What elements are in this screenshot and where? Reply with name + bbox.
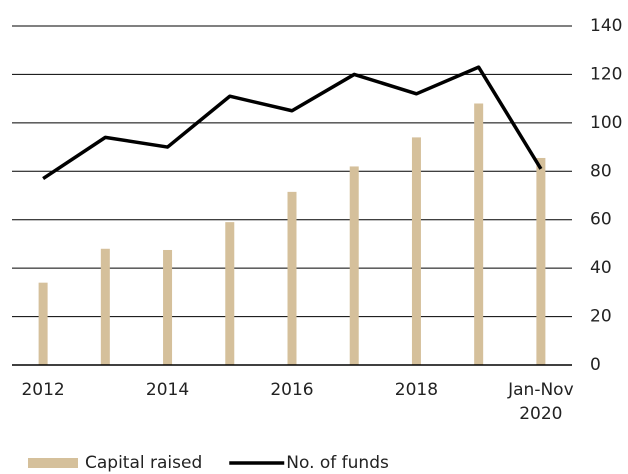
x-tick-label: 2014 xyxy=(145,380,190,400)
bar xyxy=(163,249,173,365)
bar xyxy=(411,137,421,365)
y-tick-label: 60 xyxy=(590,210,612,230)
bar xyxy=(474,103,484,365)
y-tick-label: 100 xyxy=(590,113,622,133)
x-tick-label: 2018 xyxy=(394,380,439,400)
y-tick-label: 140 xyxy=(590,16,622,36)
legend-label: No. of funds xyxy=(286,453,389,473)
bar xyxy=(349,166,359,365)
y-tick-label: 40 xyxy=(590,258,612,278)
bar xyxy=(536,157,546,365)
bar xyxy=(38,282,48,365)
x-tick-label: 2012 xyxy=(21,380,65,400)
x-tick-label: 2016 xyxy=(270,380,314,400)
bar xyxy=(225,222,235,365)
y-tick-label: 80 xyxy=(590,161,612,181)
legend-swatch xyxy=(28,458,78,468)
y-tick-label: 0 xyxy=(590,355,601,375)
bar xyxy=(287,191,297,365)
legend-label: Capital raised xyxy=(85,453,202,473)
x-tick-label: Jan-Nov 2020 xyxy=(508,380,574,424)
y-tick-label: 20 xyxy=(590,307,612,327)
line xyxy=(42,65,543,181)
bar xyxy=(100,248,110,365)
y-tick-label: 120 xyxy=(590,64,622,84)
